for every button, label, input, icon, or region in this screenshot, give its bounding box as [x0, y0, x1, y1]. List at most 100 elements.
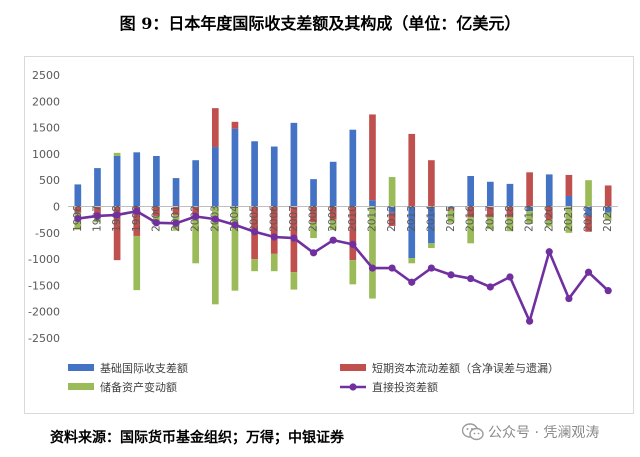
bar-1-2004 — [231, 128, 239, 207]
y-tick-label: 0 — [53, 201, 60, 214]
line-point-2019 — [526, 317, 534, 325]
bar-2-1999 — [133, 206, 141, 236]
x-tick-label: 2016 — [465, 205, 477, 232]
bar-3-2008 — [310, 222, 317, 239]
y-tick-label: -1500 — [28, 279, 60, 292]
bar-1-2003 — [211, 147, 219, 207]
bar-3-1999 — [133, 235, 141, 291]
legend-label: 直接投资差额 — [372, 380, 438, 394]
line-direct-investment — [77, 209, 610, 323]
watermark-text: 公众号 · 凭澜观涛 — [488, 425, 600, 441]
legend-marker — [349, 383, 357, 391]
bar-3-1997 — [94, 217, 101, 223]
bar-3-2018 — [506, 217, 514, 232]
bar-1-2011 — [369, 200, 376, 207]
bar-2-2014 — [428, 160, 435, 207]
bar-3-2020 — [545, 219, 553, 227]
chart-title: 图 9：日本年度国际收支差额及其构成（单位：亿美元） — [119, 14, 521, 33]
x-tick-label: 2018 — [504, 205, 516, 232]
bar-2-2002 — [192, 206, 200, 218]
y-tick-label: 1500 — [32, 122, 60, 135]
legend: 基础国际收支差额 短期资本流动差额（含净误差与遗漏） 储备资产变动额 直接投资差额 — [68, 361, 559, 394]
y-tick-label: -2000 — [28, 306, 60, 319]
bar-3-2017 — [486, 217, 494, 230]
bar-1-2017 — [486, 181, 494, 207]
bar-1-2020 — [545, 174, 553, 207]
bar-3-2003 — [211, 206, 219, 305]
x-tick-label: 2015 — [445, 205, 457, 232]
bar-3-2004 — [231, 206, 239, 291]
bar-1-2015 — [447, 206, 455, 209]
bar-1-2021 — [565, 195, 573, 207]
line-point-2016 — [467, 274, 475, 283]
bar-2-2016 — [467, 206, 475, 218]
legend-label: 储备资产变动额 — [100, 380, 177, 394]
line-point-2022 — [584, 268, 593, 276]
bar-3-2013 — [408, 258, 416, 264]
bar-2-2004 — [231, 121, 239, 129]
bar-1-2014 — [428, 206, 435, 244]
line-point-2003 — [211, 215, 219, 223]
line-point-2004 — [231, 221, 239, 229]
x-tick-label: 2007 — [288, 205, 300, 232]
bar-2-1997 — [94, 206, 101, 218]
x-tick-label: 2013 — [406, 205, 418, 232]
bar-2-2018 — [506, 206, 514, 218]
x-tick-label: 2019 — [524, 205, 536, 232]
x-axis: 1996199719981999200020012002200320042005… — [72, 205, 614, 232]
bar-1-2022 — [585, 206, 592, 216]
bar-3-2005 — [251, 259, 258, 272]
x-tick-label: 2008 — [308, 205, 320, 232]
bar-3-2021 — [565, 206, 573, 233]
line-point-1998 — [113, 211, 121, 219]
bar-2-2006 — [270, 206, 278, 254]
bar-3-2023 — [604, 212, 612, 221]
bar-1-2010 — [349, 129, 357, 207]
bar-1-2009 — [329, 161, 337, 207]
bar-1-2013 — [408, 206, 416, 259]
bar-1-2002 — [192, 160, 200, 207]
y-tick-label: -1000 — [28, 253, 60, 266]
line-point-1996 — [74, 214, 82, 223]
line-point-2012 — [388, 264, 396, 272]
bar-2-2019 — [526, 172, 533, 207]
x-tick-label: 2000 — [150, 205, 162, 232]
bar-3-2011 — [369, 206, 376, 299]
line-point-2014 — [427, 264, 435, 272]
bar-2-2013 — [408, 133, 416, 207]
bar-1-2007 — [290, 122, 298, 207]
line-point-2021 — [565, 294, 573, 303]
y-tick-label: 2500 — [32, 69, 60, 82]
legend-swatch — [68, 364, 94, 371]
chart-frame — [24, 56, 634, 414]
x-tick-label: 2006 — [268, 205, 280, 232]
bar-2-2009 — [329, 206, 337, 220]
bar-2-2010 — [349, 206, 357, 261]
bar-2-2008 — [310, 206, 317, 223]
line-point-2002 — [192, 212, 200, 221]
bar-2-2021 — [565, 174, 573, 196]
wechat-icon — [462, 423, 484, 441]
x-tick-label: 2005 — [249, 205, 261, 232]
bar-3-2022 — [585, 180, 592, 207]
bar-1-1997 — [94, 168, 101, 207]
bar-2-2017 — [486, 206, 494, 218]
bar-1-2023 — [604, 206, 612, 213]
x-tick-label: 2010 — [347, 205, 359, 232]
bar-1-1999 — [133, 152, 141, 207]
x-tick-label: 2023 — [602, 205, 614, 232]
bar-3-2019 — [526, 211, 533, 224]
bar-3-2010 — [349, 260, 357, 285]
y-tick-label: -500 — [35, 227, 60, 240]
bar-1-2019 — [526, 206, 533, 212]
line-point-2008 — [309, 249, 318, 257]
bar-3-1998 — [113, 152, 121, 157]
x-tick-label: 2017 — [484, 205, 496, 232]
bar-2-2012 — [388, 212, 396, 226]
line-point-2001 — [172, 219, 180, 227]
bar-3-2009 — [329, 219, 337, 231]
legend-label: 短期资本流动差额（含净误差与遗漏） — [372, 361, 559, 375]
line-point-2007 — [290, 234, 298, 242]
y-axis: -2500 -2000 -1500 -1000 -500 0 500 1000 1500 2000… — [28, 69, 60, 345]
x-tick-label: 2001 — [170, 205, 182, 232]
